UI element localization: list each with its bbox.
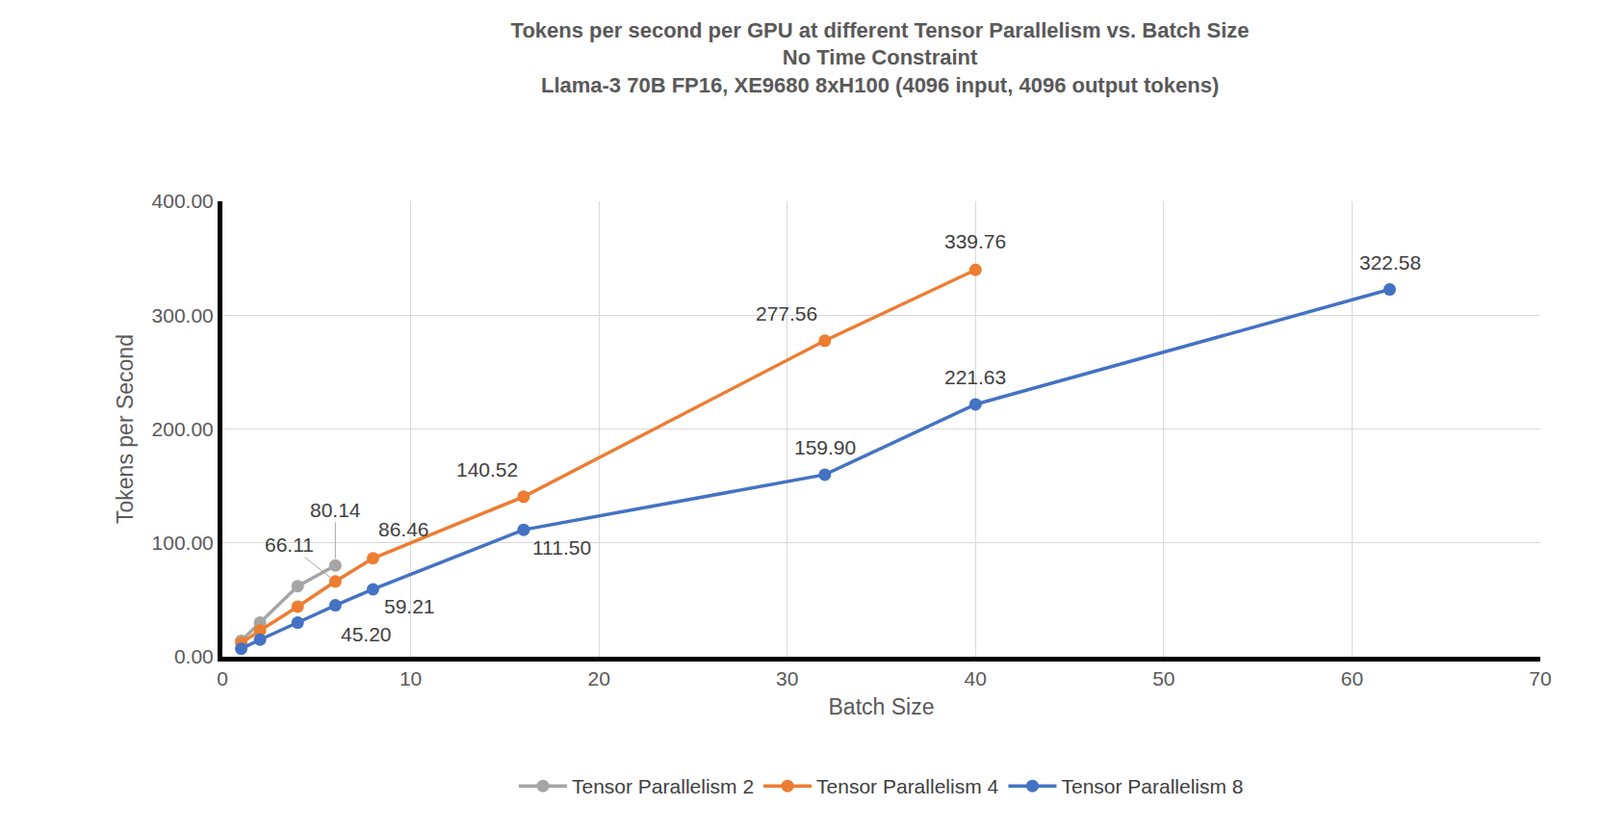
- svg-text:80.14: 80.14: [309, 498, 362, 521]
- svg-text:322.58: 322.58: [1359, 251, 1421, 274]
- svg-text:Tokens per second per GPU at d: Tokens per second per GPU at different T…: [511, 18, 1250, 98]
- svg-text:200.00: 200.00: [152, 417, 214, 440]
- svg-text:0: 0: [216, 667, 229, 690]
- svg-text:40: 40: [964, 667, 987, 690]
- svg-text:30: 30: [775, 667, 799, 690]
- svg-text:221.63: 221.63: [944, 365, 1007, 388]
- svg-text:66.11: 66.11: [264, 533, 314, 556]
- svg-text:140.52: 140.52: [456, 458, 518, 481]
- svg-text:Tensor Parallelism 8: Tensor Parallelism 8: [1060, 774, 1243, 798]
- svg-text:10: 10: [399, 667, 422, 690]
- svg-text:Tokens per Second: Tokens per Second: [112, 334, 138, 524]
- svg-text:Tensor Parallelism 4: Tensor Parallelism 4: [816, 774, 999, 798]
- svg-text:Tensor Parallelism 2: Tensor Parallelism 2: [571, 774, 754, 798]
- svg-text:0.00: 0.00: [174, 645, 214, 668]
- svg-text:60: 60: [1341, 667, 1364, 690]
- svg-text:59.21: 59.21: [384, 594, 436, 618]
- svg-text:45.20: 45.20: [340, 622, 392, 646]
- svg-text:300.00: 300.00: [152, 304, 214, 327]
- svg-text:86.46: 86.46: [378, 517, 430, 541]
- svg-text:111.50: 111.50: [532, 536, 592, 559]
- svg-text:50: 50: [1152, 667, 1175, 690]
- svg-text:Batch Size: Batch Size: [828, 694, 935, 720]
- svg-text:20: 20: [587, 667, 610, 690]
- svg-text:339.76: 339.76: [944, 230, 1007, 253]
- svg-text:100.00: 100.00: [152, 531, 214, 554]
- svg-text:159.90: 159.90: [794, 436, 856, 459]
- svg-text:277.56: 277.56: [755, 302, 818, 325]
- svg-text:400.00: 400.00: [152, 189, 214, 212]
- svg-text:70: 70: [1528, 667, 1551, 690]
